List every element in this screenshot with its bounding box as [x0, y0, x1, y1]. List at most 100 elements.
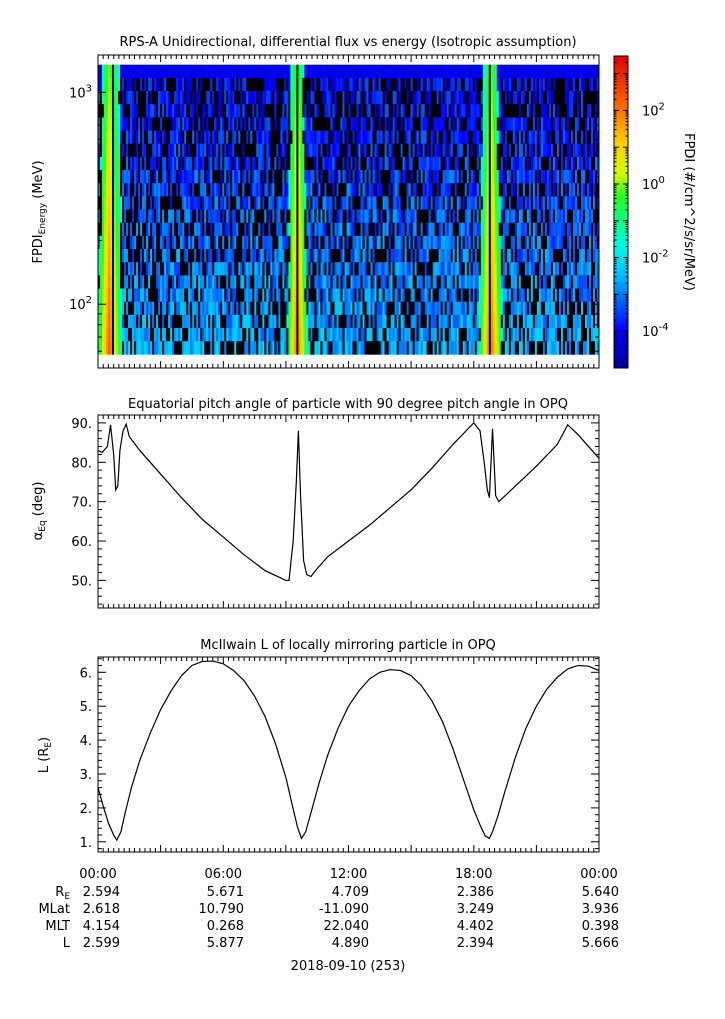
spectrogram-cell — [504, 328, 508, 342]
spectrogram-cell — [296, 341, 299, 355]
spectrogram-cell — [274, 222, 277, 237]
spectrogram-cell — [276, 117, 279, 131]
spectrogram-cell — [290, 314, 293, 329]
spectrogram-cell — [210, 222, 213, 237]
spectrogram-cell — [288, 341, 291, 355]
spectrogram-cell — [488, 156, 492, 171]
spectrogram-cell — [110, 130, 113, 144]
spectrogram-cell — [312, 209, 315, 223]
spectrogram-cell — [452, 196, 456, 210]
spectrogram-cell — [216, 249, 219, 263]
spectrogram-cell — [184, 156, 187, 171]
spectrogram-cell — [220, 130, 223, 144]
spectrogram-cell — [270, 117, 273, 131]
spectrogram-cell — [464, 104, 468, 118]
spectrogram-cell — [540, 77, 544, 92]
spectrogram-cell — [400, 196, 403, 210]
spectrogram-cell — [146, 288, 149, 302]
spectrogram-cell — [306, 91, 309, 105]
spectrogram-cell — [138, 209, 141, 223]
spectrogram-cell — [540, 262, 544, 276]
spectrogram-cell — [352, 328, 355, 342]
spectrogram-cell — [378, 209, 381, 223]
spectrogram-cell — [510, 104, 514, 118]
spectrogram-cell — [314, 249, 317, 263]
spectrogram-cell — [232, 262, 235, 276]
spectrogram-cell — [316, 209, 319, 223]
spectrogram-cell — [508, 328, 512, 342]
spectrogram-cell — [414, 156, 418, 171]
spectrogram-cell — [268, 314, 271, 329]
spectrogram-cell — [104, 117, 107, 131]
spectrogram-cell — [302, 235, 305, 250]
spectrogram-cell — [288, 275, 291, 289]
spectrogram-cell — [208, 91, 211, 105]
spectrogram-cell — [108, 301, 111, 316]
spectrogram-cell — [200, 341, 203, 355]
spectrogram-cell — [182, 275, 185, 289]
spectrogram-cell — [462, 183, 466, 197]
spectrogram-cell — [272, 222, 275, 237]
spectrogram-cell — [420, 196, 424, 210]
spectrogram-cell — [534, 156, 538, 171]
spectrogram-cell — [382, 341, 385, 355]
spectrogram-cell — [354, 301, 357, 316]
spectrogram-cell — [254, 249, 257, 263]
spectrogram-cell — [200, 130, 203, 144]
spectrogram-cell — [472, 341, 476, 355]
spectrogram-cell — [490, 64, 494, 79]
spectrogram-cell — [456, 275, 460, 289]
spectrogram-cell — [172, 170, 175, 184]
spectrogram-cell — [156, 288, 159, 302]
spectrogram-cell — [234, 275, 237, 289]
spectrogram-cell — [282, 275, 285, 289]
spectrogram-cell — [104, 91, 107, 105]
spectrogram-cell — [306, 156, 309, 171]
spectrogram-cell — [116, 222, 119, 237]
spectrogram-cell — [180, 170, 183, 184]
spectrogram-cell — [280, 143, 283, 158]
spectrogram-cell — [372, 262, 375, 276]
spectrogram-cell — [340, 262, 343, 276]
spectrogram-cell — [168, 222, 171, 237]
spectrogram-cell — [118, 64, 121, 79]
spectrogram-cell — [454, 156, 458, 171]
spectrogram-cell — [438, 130, 442, 144]
spectrogram-cell — [428, 249, 432, 263]
spectrogram-cell — [156, 341, 159, 355]
spectrogram-cell — [462, 143, 466, 158]
spectrogram-cell — [494, 275, 498, 289]
spectrogram-cell — [340, 77, 343, 92]
spectrogram-cell — [498, 170, 502, 184]
spectrogram-cell — [338, 130, 341, 144]
spectrogram-cell — [462, 64, 466, 79]
spectrogram-cell — [124, 249, 127, 263]
spectrogram-cell — [380, 209, 383, 223]
spectrogram-cell — [98, 130, 101, 144]
spectrogram-cell — [290, 341, 293, 355]
spectrogram-cell — [542, 209, 546, 223]
spectrogram-cell — [350, 275, 353, 289]
spectrogram-cell — [144, 170, 147, 184]
spectrogram-cell — [390, 91, 393, 105]
spectrogram-cell — [228, 222, 231, 237]
spectrogram-cell — [196, 235, 199, 250]
spectrogram-cell — [528, 328, 532, 342]
spectrogram-cell — [390, 262, 393, 276]
spectrogram-cell — [546, 314, 550, 329]
spectrogram-cell — [262, 64, 265, 79]
spectrogram-cell — [264, 209, 267, 223]
spectrogram-cell — [526, 314, 530, 329]
spectrogram-cell — [460, 64, 464, 79]
spectrogram-cell — [194, 341, 197, 355]
spectrogram-cell — [450, 328, 454, 342]
spectrogram-cell — [416, 275, 420, 289]
spectrogram-cell — [116, 249, 119, 263]
spectrogram-cell — [392, 117, 395, 131]
spectrogram-cell — [528, 275, 532, 289]
spectrogram-cell — [502, 222, 506, 237]
spectrogram-cell — [304, 156, 307, 171]
spectrogram-cell — [406, 314, 410, 329]
spectrogram-cell — [202, 130, 205, 144]
spectrogram-cell — [222, 262, 225, 276]
